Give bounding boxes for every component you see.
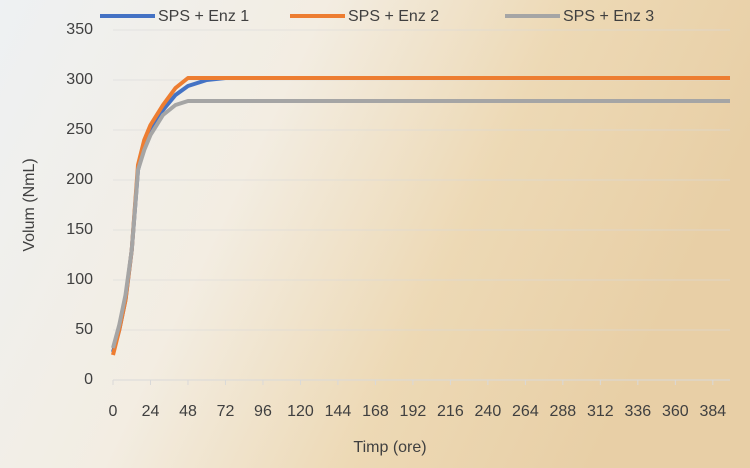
legend-label: SPS + Enz 1 (158, 8, 249, 25)
y-tick-label: 0 (84, 371, 93, 388)
x-tick-label: 96 (254, 403, 272, 420)
legend-label: SPS + Enz 2 (348, 8, 439, 25)
x-tick-label: 216 (437, 403, 464, 420)
page: {"chart_data": {"type": "line", "x": [0,… (0, 0, 750, 468)
legend-label: SPS + Enz 3 (563, 8, 654, 25)
x-tick-label: 312 (587, 403, 614, 420)
chart: Timp (ore) Volum (NmL) 0 50 100 150 200 250 30… (0, 0, 750, 468)
y-tick-label: 200 (66, 171, 93, 188)
x-axis-title: Timp (ore) (353, 439, 426, 456)
y-tick-label: 250 (66, 121, 93, 138)
x-tick-label: 264 (512, 403, 539, 420)
x-tick-label: 240 (475, 403, 502, 420)
x-tick-label: 120 (287, 403, 314, 420)
x-tick-label: 288 (550, 403, 577, 420)
x-tick-label: 144 (325, 403, 352, 420)
x-tick-label: 72 (217, 403, 235, 420)
x-tick-label: 336 (624, 403, 651, 420)
y-tick-label: 300 (66, 71, 93, 88)
y-axis-title: Volum (NmL) (21, 158, 38, 251)
x-tick-label: 0 (109, 403, 118, 420)
x-tick-label: 384 (699, 403, 726, 420)
x-tick-label: 24 (142, 403, 160, 420)
background (0, 0, 750, 468)
y-tick-label: 100 (66, 271, 93, 288)
x-tick-label: 168 (362, 403, 389, 420)
x-tick-label: 48 (179, 403, 197, 420)
x-tick-label: 192 (400, 403, 427, 420)
y-tick-label: 150 (66, 221, 93, 238)
y-tick-label: 350 (66, 21, 93, 38)
x-tick-label: 360 (662, 403, 689, 420)
y-tick-label: 50 (75, 321, 93, 338)
